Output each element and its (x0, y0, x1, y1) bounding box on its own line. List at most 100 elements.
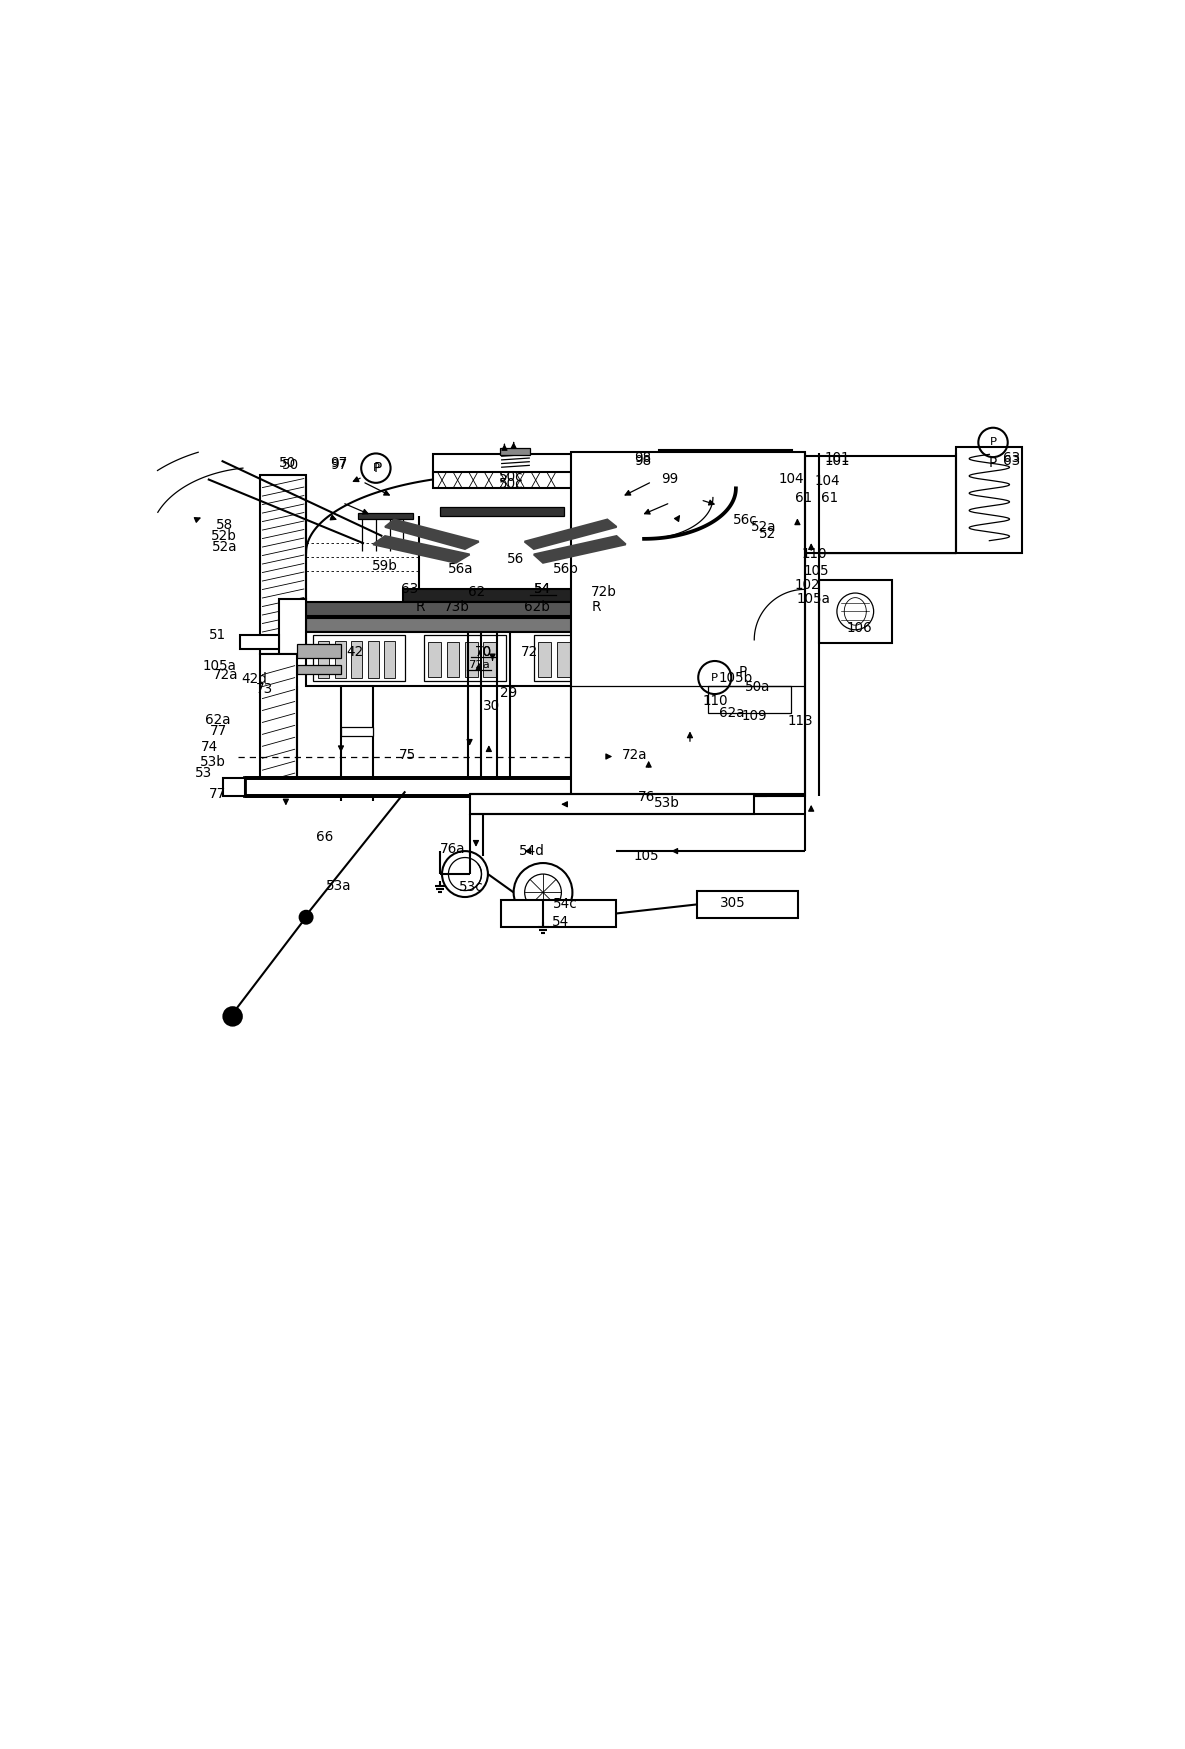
Bar (697, 474, 743, 654)
Text: 105: 105 (803, 563, 830, 577)
Text: 54d: 54d (519, 845, 545, 859)
Text: 50c: 50c (499, 477, 523, 491)
Text: 63: 63 (1003, 453, 1020, 467)
Text: 77: 77 (210, 724, 228, 738)
Bar (538, 642, 551, 677)
Bar (533, 635, 626, 680)
Bar (447, 642, 460, 677)
Bar (659, 449, 792, 470)
Bar (244, 778, 745, 796)
Polygon shape (525, 519, 616, 549)
Bar (351, 640, 363, 677)
Bar (745, 778, 767, 796)
Text: 70: 70 (475, 645, 492, 659)
Text: 102: 102 (795, 577, 820, 591)
Text: 77: 77 (210, 787, 226, 801)
Text: 54: 54 (534, 582, 552, 596)
Text: 97: 97 (331, 456, 347, 470)
Bar (428, 642, 441, 677)
Text: 110: 110 (801, 547, 827, 561)
Text: P: P (989, 456, 997, 470)
Bar (306, 631, 697, 686)
Bar (278, 598, 306, 654)
Text: 54c: 54c (552, 897, 577, 911)
Bar (358, 512, 412, 519)
Bar (424, 635, 506, 680)
Text: 51: 51 (210, 628, 226, 642)
Bar (483, 642, 497, 677)
Text: 70: 70 (475, 645, 492, 659)
Text: 56: 56 (507, 553, 524, 567)
Bar (341, 728, 373, 736)
Text: 105a: 105a (796, 591, 830, 605)
Text: P: P (373, 462, 382, 476)
Text: 53a: 53a (326, 880, 351, 894)
Text: 50: 50 (282, 458, 299, 472)
Text: P: P (372, 463, 379, 474)
Circle shape (300, 911, 313, 923)
Polygon shape (533, 537, 626, 563)
Bar (433, 472, 571, 488)
Text: 105: 105 (634, 848, 660, 862)
Bar (705, 654, 742, 787)
Text: 109: 109 (742, 708, 767, 722)
Text: 52a: 52a (750, 519, 776, 533)
Text: 61: 61 (795, 490, 813, 504)
Bar (440, 507, 564, 516)
Text: P: P (989, 437, 997, 448)
Bar (367, 640, 379, 677)
Text: 76a: 76a (441, 843, 466, 857)
Text: 42: 42 (346, 645, 364, 659)
Text: 53c: 53c (459, 880, 483, 894)
Bar (297, 644, 341, 658)
Bar (697, 890, 799, 918)
Text: 56a: 56a (448, 561, 473, 575)
Bar (306, 602, 697, 616)
Text: 50c: 50c (499, 470, 523, 484)
Text: 53: 53 (194, 766, 212, 780)
Text: 106: 106 (847, 621, 872, 635)
Text: 29: 29 (500, 686, 518, 700)
Text: 66: 66 (316, 831, 333, 845)
Bar (433, 455, 594, 474)
Text: 58: 58 (216, 518, 233, 532)
Text: 74: 74 (201, 740, 218, 754)
Text: 56b: 56b (553, 561, 579, 575)
Text: 105b: 105b (719, 672, 752, 686)
Bar (501, 899, 615, 927)
Bar (297, 665, 341, 673)
Text: 42d: 42d (242, 672, 268, 686)
Bar (306, 617, 697, 631)
Text: R: R (591, 600, 601, 614)
Text: 105a: 105a (203, 659, 237, 673)
Bar (819, 581, 892, 642)
Text: 52b: 52b (211, 530, 237, 544)
Text: 75: 75 (398, 747, 416, 761)
Text: 113: 113 (787, 714, 813, 728)
Text: R: R (415, 600, 424, 614)
Text: 52: 52 (758, 526, 776, 540)
Text: 73: 73 (256, 682, 274, 696)
Text: 61: 61 (821, 490, 838, 504)
Text: 63: 63 (402, 582, 418, 596)
Bar (318, 640, 329, 677)
Bar (500, 448, 530, 455)
Polygon shape (373, 537, 469, 563)
Bar (575, 642, 588, 677)
Text: 72a: 72a (212, 668, 238, 682)
Bar (595, 512, 651, 519)
Bar (334, 640, 346, 677)
Text: 63: 63 (1003, 451, 1020, 465)
Text: 99: 99 (661, 472, 678, 486)
Text: 110: 110 (703, 694, 729, 708)
Bar (261, 474, 306, 654)
Text: P: P (711, 673, 718, 682)
Bar (956, 448, 1023, 553)
Bar (384, 640, 395, 677)
Text: 54: 54 (534, 582, 552, 596)
Text: 53b: 53b (200, 756, 226, 770)
Text: 30: 30 (483, 700, 500, 714)
Text: 54: 54 (552, 915, 569, 929)
Text: 50a: 50a (745, 680, 770, 694)
Bar (239, 635, 278, 649)
